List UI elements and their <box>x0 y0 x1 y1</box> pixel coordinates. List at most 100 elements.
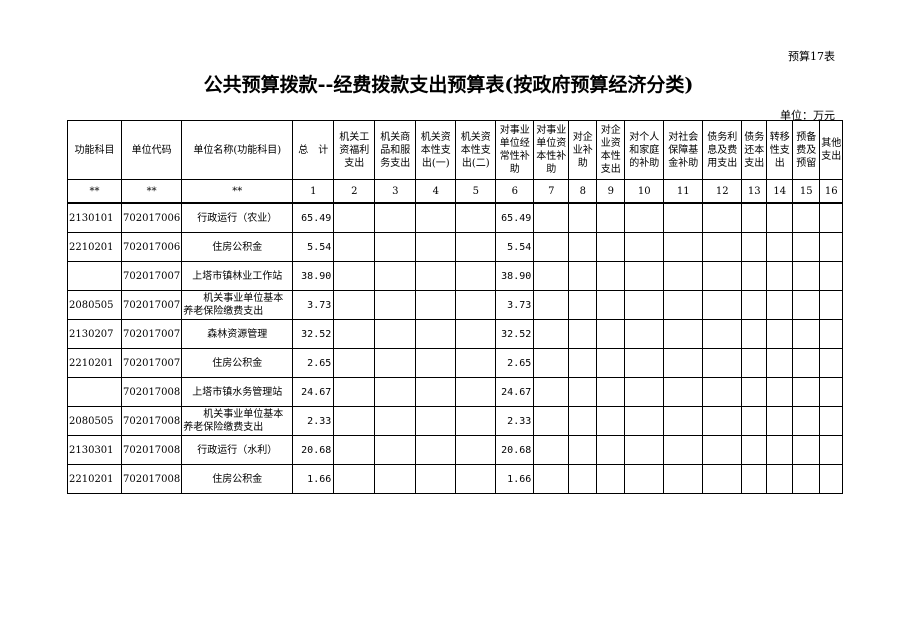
column-number: 1 <box>292 179 335 204</box>
cell <box>455 290 497 320</box>
function-code-cell <box>67 377 122 407</box>
table-row: 2130207 702017007 森林资源管理 32.52 32.52 <box>67 319 844 349</box>
cell <box>333 435 376 465</box>
column-number: ** <box>181 179 294 204</box>
column-number: 13 <box>741 179 768 204</box>
cell <box>533 232 570 262</box>
cell <box>415 290 457 320</box>
unit-code-cell: 702017008 <box>120 377 183 407</box>
function-code-cell: 2210201 <box>67 348 122 378</box>
column-header: 对企业补助 <box>568 120 598 180</box>
cell <box>741 435 768 465</box>
cell <box>568 377 598 407</box>
function-code-cell: 2210201 <box>67 232 122 262</box>
column-number: 10 <box>624 179 665 204</box>
column-number: ** <box>67 179 122 204</box>
column-number: 6 <box>495 179 535 204</box>
cell <box>792 406 821 436</box>
cell <box>333 348 376 378</box>
cell <box>333 261 376 291</box>
cell <box>533 377 570 407</box>
cell <box>455 435 497 465</box>
cell <box>415 202 457 233</box>
cell <box>766 290 794 320</box>
cell <box>415 348 457 378</box>
cell <box>415 232 457 262</box>
unit-name-cell: 住房公积金 <box>181 348 294 378</box>
total-cell: 32.52 <box>292 319 335 349</box>
cell <box>663 406 704 436</box>
cell <box>415 377 457 407</box>
column-number: 5 <box>455 179 497 204</box>
unit-code-cell: 702017006 <box>120 232 183 262</box>
column-header: 其他支出 <box>819 120 844 180</box>
cell <box>533 406 570 436</box>
cell <box>568 406 598 436</box>
total-cell: 65.49 <box>292 202 335 233</box>
cell <box>533 290 570 320</box>
total-cell: 24.67 <box>292 377 335 407</box>
cell <box>333 406 376 436</box>
cell <box>624 435 665 465</box>
unit-code-cell: 702017006 <box>120 202 183 233</box>
cell <box>533 464 570 494</box>
column-header: 机关工资福利支出 <box>333 120 376 180</box>
column-number: 4 <box>415 179 457 204</box>
cell <box>624 377 665 407</box>
column-number: 8 <box>568 179 598 204</box>
total-cell: 2.33 <box>292 406 335 436</box>
cell <box>741 464 768 494</box>
cell <box>766 232 794 262</box>
cell <box>533 348 570 378</box>
column-number: 7 <box>533 179 570 204</box>
column-header: 预备费及预留 <box>792 120 821 180</box>
column-header: 对个人和家庭的补助 <box>624 120 665 180</box>
cell <box>374 435 417 465</box>
cell <box>624 232 665 262</box>
table-row: 702017008 上塔市镇水务管理站 24.67 24.67 <box>67 377 844 407</box>
column-number: 3 <box>374 179 417 204</box>
cell <box>741 202 768 233</box>
cell <box>596 377 626 407</box>
unit-code-cell: 702017007 <box>120 290 183 320</box>
function-code-cell: 2130101 <box>67 202 122 233</box>
column-header: 机关商品和服务支出 <box>374 120 417 180</box>
cell <box>455 232 497 262</box>
cell <box>792 290 821 320</box>
unit-name-cell: 上塔市镇林业工作站 <box>181 261 294 291</box>
cell <box>819 290 844 320</box>
cell <box>792 464 821 494</box>
cell <box>741 261 768 291</box>
cell <box>624 348 665 378</box>
table-row: 2080505 702017008 机关事业单位基本养老保险缴费支出 2.33 2.33 <box>67 406 844 436</box>
column-number: 2 <box>333 179 376 204</box>
cell <box>702 232 743 262</box>
cell <box>533 435 570 465</box>
column-number: 12 <box>702 179 743 204</box>
cell <box>766 435 794 465</box>
cell <box>596 290 626 320</box>
cell <box>702 290 743 320</box>
function-code-cell: 2210201 <box>67 464 122 494</box>
cell <box>663 261 704 291</box>
cell <box>596 261 626 291</box>
cell <box>741 348 768 378</box>
cell <box>333 290 376 320</box>
cell <box>333 319 376 349</box>
cell <box>792 435 821 465</box>
cell <box>415 435 457 465</box>
cell <box>702 377 743 407</box>
institution-subsidy-cell: 3.73 <box>495 290 535 320</box>
cell <box>702 464 743 494</box>
cell <box>766 377 794 407</box>
column-header: 总 计 <box>292 120 335 180</box>
cell <box>624 290 665 320</box>
cell <box>766 202 794 233</box>
unit-code-cell: 702017007 <box>120 319 183 349</box>
column-number: 11 <box>663 179 704 204</box>
cell <box>663 232 704 262</box>
cell <box>374 377 417 407</box>
table-row: 702017007 上塔市镇林业工作站 38.90 38.90 <box>67 261 844 291</box>
column-header: 债务利息及费用支出 <box>702 120 743 180</box>
column-header: 单位名称(功能科目) <box>181 120 294 180</box>
